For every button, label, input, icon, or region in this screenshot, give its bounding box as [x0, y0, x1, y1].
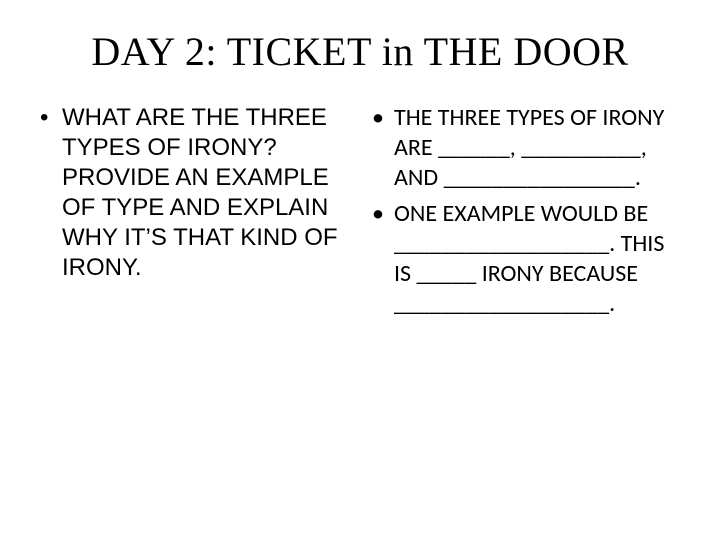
slide-title: DAY 2: TICKET in THE DOOR	[40, 28, 680, 75]
list-item: THE THREE TYPES OF IRONY ARE ______, ___…	[372, 103, 680, 193]
left-bullet-list: WHAT ARE THE THREE TYPES OF IRONY? PROVI…	[40, 103, 348, 283]
list-item: ONE EXAMPLE WOULD BE __________________.…	[372, 199, 680, 319]
list-item: WHAT ARE THE THREE TYPES OF IRONY? PROVI…	[40, 103, 348, 283]
right-bullet-list: THE THREE TYPES OF IRONY ARE ______, ___…	[372, 103, 680, 319]
content-columns: WHAT ARE THE THREE TYPES OF IRONY? PROVI…	[40, 103, 680, 325]
slide: DAY 2: TICKET in THE DOOR WHAT ARE THE T…	[0, 0, 720, 540]
right-column: THE THREE TYPES OF IRONY ARE ______, ___…	[372, 103, 680, 325]
left-column: WHAT ARE THE THREE TYPES OF IRONY? PROVI…	[40, 103, 348, 325]
